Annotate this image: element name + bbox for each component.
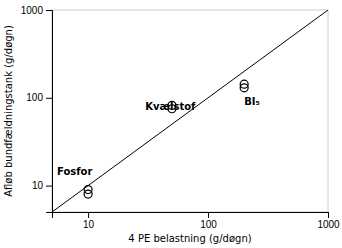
annotation: Fosfor: [57, 166, 92, 177]
tick: 100: [200, 212, 217, 230]
tick-label: 100: [26, 92, 43, 103]
reference-line: [52, 10, 328, 212]
tick: 1000: [21, 5, 52, 16]
tick-mark: [46, 10, 52, 11]
point: [84, 186, 92, 194]
tick-label: 100: [200, 219, 217, 230]
x-axis: 10 100 1000: [53, 212, 341, 230]
annotation: BI₅: [244, 96, 260, 107]
point: [240, 80, 248, 88]
tick-mark: [46, 98, 52, 99]
tick: 1000: [317, 212, 340, 230]
axis-line: [46, 11, 53, 213]
x-axis-title: 4 PE belastning (g/døgn): [128, 233, 251, 244]
tick-mark: [328, 212, 329, 218]
y-axis: 10 100 1000: [21, 5, 53, 213]
tick-mark: [88, 212, 89, 218]
axis-line: [53, 213, 329, 219]
y-axis-title: Afløb bundfældningstank (g/døgn): [3, 25, 14, 197]
tick: 10: [32, 180, 52, 191]
tick-label: 1000: [317, 219, 340, 230]
marks: [52, 10, 328, 212]
plot-frame: [52, 10, 328, 212]
annotations: Fosfor Kvælstof BI₅: [57, 96, 260, 177]
tick-label: 1000: [21, 5, 44, 16]
tick: 100: [26, 92, 52, 103]
tick-label: 10: [83, 219, 95, 230]
tick-mark: [46, 186, 52, 187]
tick-mark: [208, 212, 209, 218]
plot: 10 100 1000 10 100 1000 Fosfor Kvælstof BI₅: [21, 5, 340, 230]
tick-label: 10: [32, 180, 44, 191]
annotation: Kvælstof: [145, 101, 196, 112]
tick: 10: [83, 212, 95, 230]
chart: 10 100 1000 10 100 1000 Fosfor Kvælstof BI₅ 4 PE …: [0, 0, 342, 248]
